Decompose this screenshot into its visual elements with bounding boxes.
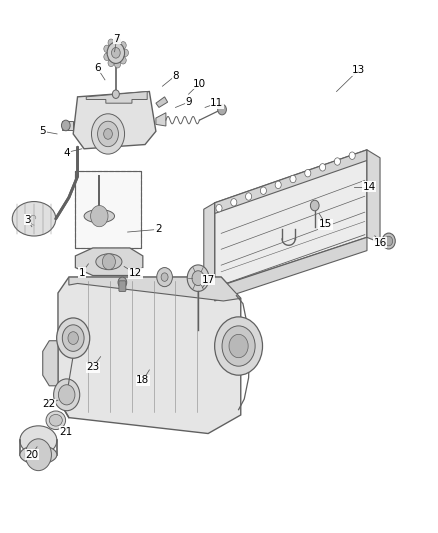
Text: 1: 1 [78, 268, 85, 278]
Circle shape [305, 169, 311, 177]
Circle shape [108, 59, 114, 67]
Circle shape [334, 158, 340, 165]
Text: 3: 3 [24, 215, 31, 225]
Circle shape [104, 128, 113, 139]
Circle shape [62, 325, 84, 351]
Circle shape [57, 318, 90, 358]
Polygon shape [156, 113, 166, 126]
Circle shape [120, 42, 126, 49]
Circle shape [58, 385, 75, 405]
Circle shape [98, 121, 118, 147]
Circle shape [104, 45, 110, 53]
Text: 21: 21 [59, 427, 72, 437]
FancyBboxPatch shape [75, 171, 141, 248]
Circle shape [161, 273, 168, 281]
Text: 23: 23 [86, 362, 99, 372]
Circle shape [92, 114, 124, 154]
Text: 6: 6 [94, 63, 100, 72]
Text: 8: 8 [172, 70, 179, 80]
Ellipse shape [49, 415, 62, 426]
Circle shape [385, 236, 392, 246]
Circle shape [311, 200, 319, 211]
Polygon shape [58, 277, 241, 433]
Circle shape [108, 39, 114, 46]
Circle shape [122, 49, 128, 56]
Polygon shape [62, 120, 73, 130]
Circle shape [107, 42, 124, 63]
Text: 14: 14 [363, 182, 376, 192]
Circle shape [231, 199, 237, 206]
Circle shape [187, 265, 209, 292]
Text: 16: 16 [374, 238, 387, 248]
Polygon shape [156, 97, 168, 108]
Polygon shape [43, 341, 58, 386]
Text: 15: 15 [319, 219, 332, 229]
Ellipse shape [84, 209, 115, 223]
Circle shape [104, 53, 110, 61]
Polygon shape [215, 150, 367, 214]
Circle shape [102, 254, 116, 270]
Circle shape [349, 152, 355, 159]
Ellipse shape [46, 411, 66, 430]
Text: 17: 17 [201, 274, 215, 285]
Circle shape [68, 332, 78, 344]
Circle shape [382, 233, 395, 249]
Text: 9: 9 [185, 97, 192, 107]
Polygon shape [69, 277, 241, 301]
Circle shape [192, 271, 204, 286]
Circle shape [222, 326, 255, 366]
Text: 10: 10 [193, 78, 206, 88]
Circle shape [275, 181, 281, 189]
Polygon shape [75, 248, 143, 276]
Circle shape [107, 42, 124, 63]
Circle shape [61, 120, 70, 131]
Polygon shape [86, 92, 147, 103]
FancyBboxPatch shape [119, 281, 126, 292]
Circle shape [216, 205, 222, 212]
Text: 2: 2 [155, 224, 161, 235]
Circle shape [114, 61, 120, 68]
Circle shape [290, 175, 296, 183]
Polygon shape [367, 150, 380, 243]
Circle shape [112, 47, 120, 58]
Circle shape [229, 334, 248, 358]
Polygon shape [215, 150, 367, 288]
Circle shape [91, 206, 108, 227]
Polygon shape [215, 237, 367, 301]
Ellipse shape [96, 254, 122, 270]
Circle shape [218, 104, 226, 115]
Circle shape [246, 193, 252, 200]
Circle shape [118, 277, 127, 288]
Text: 4: 4 [64, 148, 70, 158]
Text: 7: 7 [113, 34, 120, 44]
Text: 18: 18 [136, 375, 149, 385]
Polygon shape [204, 203, 215, 296]
Text: 11: 11 [210, 98, 223, 108]
Text: 13: 13 [352, 66, 365, 75]
Circle shape [25, 439, 51, 471]
Ellipse shape [20, 446, 57, 464]
Circle shape [53, 379, 80, 411]
Ellipse shape [12, 201, 56, 236]
Circle shape [260, 187, 266, 195]
Circle shape [157, 268, 173, 287]
Ellipse shape [20, 426, 57, 455]
Text: 5: 5 [39, 126, 46, 136]
Circle shape [114, 38, 120, 45]
Circle shape [120, 56, 126, 64]
Polygon shape [73, 92, 156, 149]
Circle shape [215, 317, 262, 375]
Text: 12: 12 [129, 269, 142, 278]
Circle shape [113, 90, 119, 99]
Circle shape [320, 164, 325, 171]
Text: 20: 20 [25, 450, 39, 460]
Text: 22: 22 [42, 399, 55, 409]
